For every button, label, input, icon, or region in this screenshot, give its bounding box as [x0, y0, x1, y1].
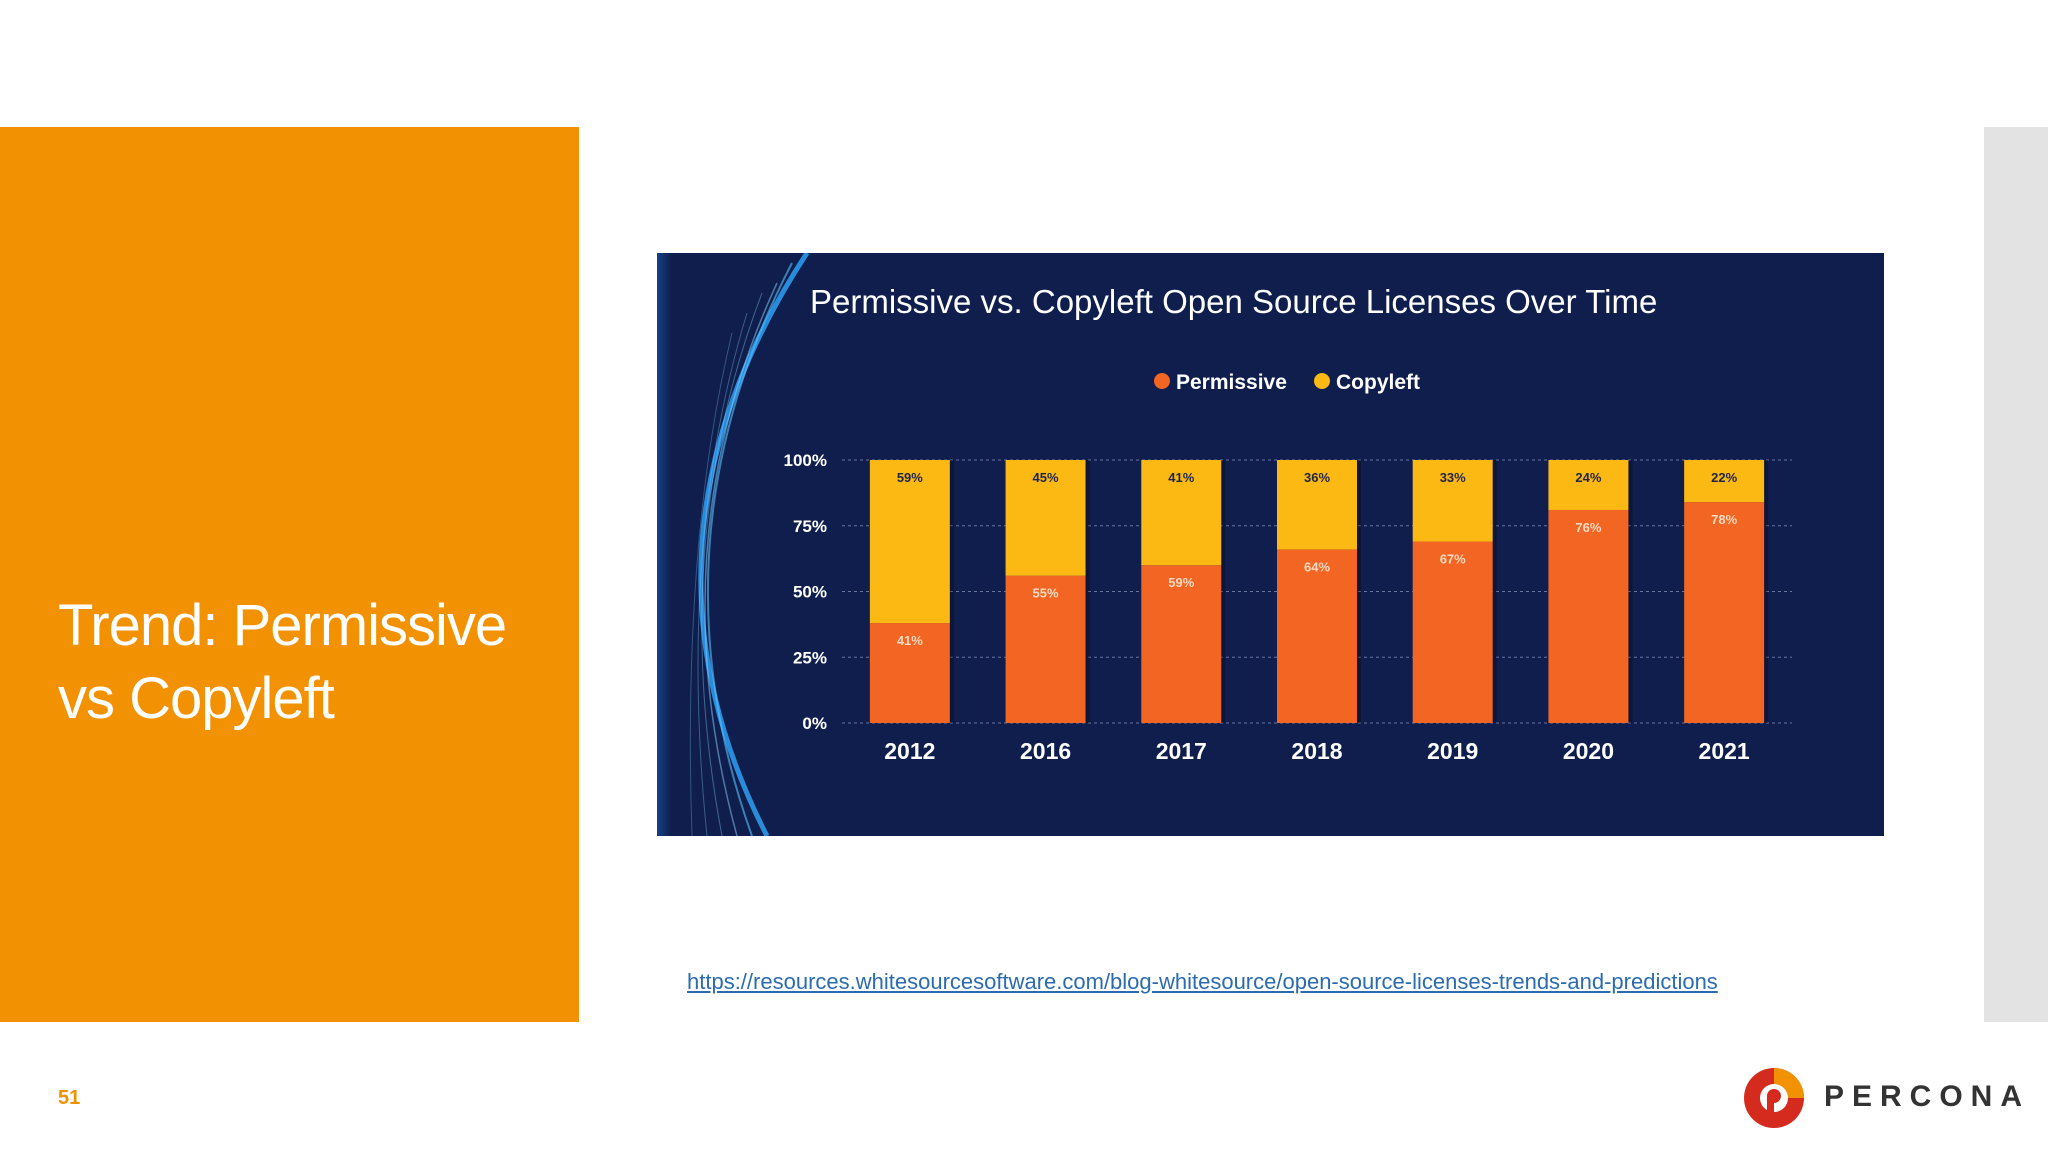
side-strip — [1984, 127, 2048, 1022]
data-label-copyleft-2017: 41% — [1168, 470, 1194, 485]
legend-swatch-permissive — [1154, 373, 1170, 389]
percona-logo-text: PERCONA — [1824, 1080, 2031, 1113]
data-label-copyleft-2018: 36% — [1304, 470, 1330, 485]
bar-copyleft-2018 — [1277, 460, 1357, 550]
bar-permissive-2016 — [1005, 575, 1086, 723]
y-tick-label: 25% — [793, 648, 827, 667]
source-link[interactable]: https://resources.whitesourcesoftware.co… — [687, 969, 1718, 994]
x-tick-label: 2017 — [1156, 738, 1207, 764]
bar-shadow — [1628, 509, 1633, 723]
chart-legend: Permissive Copyleft — [1154, 371, 1420, 394]
title-panel: Trend: Permissive vs Copyleft — [0, 127, 579, 1022]
legend-label-permissive: Permissive — [1176, 371, 1287, 394]
bar-shadow — [949, 623, 954, 723]
bar-shadow — [949, 460, 954, 624]
bar-shadow — [1764, 460, 1769, 503]
y-tick-label: 0% — [802, 714, 827, 733]
x-tick-label: 2018 — [1291, 738, 1342, 764]
x-axis-ticks: 2012 2016 2017 2018 2019 2020 2021 — [884, 738, 1750, 764]
bar-permissive-2021 — [1684, 502, 1765, 723]
bar-copyleft-2021 — [1684, 460, 1765, 503]
bar-permissive-2020 — [1548, 509, 1629, 723]
chart-title: Permissive vs. Copyleft Open Source Lice… — [810, 283, 1657, 320]
bar-shadow — [1085, 575, 1090, 723]
data-label-permissive-2019: 67% — [1440, 552, 1466, 567]
bar-permissive-2018 — [1277, 549, 1357, 723]
data-label-copyleft-2019: 33% — [1440, 470, 1466, 485]
bar-copyleft-2017 — [1141, 460, 1222, 566]
bar-shadow — [1492, 460, 1497, 542]
bar-permissive-2012 — [869, 623, 950, 723]
x-tick-label: 2021 — [1699, 738, 1750, 764]
bar-shadow — [1357, 460, 1361, 550]
data-label-copyleft-2012: 59% — [897, 470, 923, 485]
x-tick-label: 2016 — [1020, 738, 1071, 764]
data-label-permissive-2021: 78% — [1711, 512, 1737, 527]
y-tick-label: 75% — [793, 517, 827, 536]
x-tick-label: 2012 — [884, 738, 935, 764]
bar-copyleft-2019 — [1412, 460, 1493, 542]
y-axis-ticks: 0% 25% 50% 75% 100% — [784, 451, 827, 733]
bar-shadow — [1221, 460, 1226, 566]
decorative-arcs — [657, 253, 810, 836]
bar-permissive-2017 — [1141, 565, 1222, 723]
y-tick-label: 50% — [793, 583, 827, 602]
bar-copyleft-2012 — [869, 460, 950, 624]
bar-copyleft-2020 — [1548, 460, 1629, 510]
percona-logo-icon — [1744, 1068, 1804, 1128]
y-tick-label: 100% — [784, 451, 827, 470]
legend-label-copyleft: Copyleft — [1336, 371, 1420, 394]
data-label-copyleft-2021: 22% — [1711, 470, 1737, 485]
data-label-permissive-2016: 55% — [1033, 586, 1059, 601]
bar-copyleft-2016 — [1005, 460, 1086, 576]
bar-shadow — [1357, 549, 1361, 723]
data-label-permissive-2018: 64% — [1304, 559, 1330, 574]
stacked-bar-chart: Permissive vs. Copyleft Open Source Lice… — [657, 253, 1792, 836]
x-tick-label: 2020 — [1563, 738, 1614, 764]
x-tick-label: 2019 — [1427, 738, 1478, 764]
bar-shadow — [1492, 541, 1497, 723]
slide-title: Trend: Permissive vs Copyleft — [58, 593, 507, 731]
bar-shadow — [1221, 565, 1226, 723]
data-label-copyleft-2020: 24% — [1575, 470, 1601, 485]
bar-shadow — [1628, 460, 1633, 510]
data-label-copyleft-2016: 45% — [1033, 470, 1059, 485]
data-label-permissive-2017: 59% — [1168, 575, 1194, 590]
bar-shadow — [1764, 502, 1769, 723]
chart-bars: 41% 59% 55% 45% 59% 41% 64% 36% 67% 33% 76% 24% 78% 2… — [869, 460, 1769, 723]
bar-permissive-2019 — [1412, 541, 1493, 723]
chart-image: Permissive vs. Copyleft Open Source Lice… — [657, 253, 1884, 836]
percona-logo: PERCONA — [1742, 1066, 2042, 1132]
data-label-permissive-2020: 76% — [1575, 520, 1601, 535]
data-label-permissive-2012: 41% — [897, 633, 923, 648]
page-number: 51 — [58, 1087, 81, 1109]
bar-shadow — [1085, 460, 1090, 576]
legend-swatch-copyleft — [1314, 373, 1330, 389]
